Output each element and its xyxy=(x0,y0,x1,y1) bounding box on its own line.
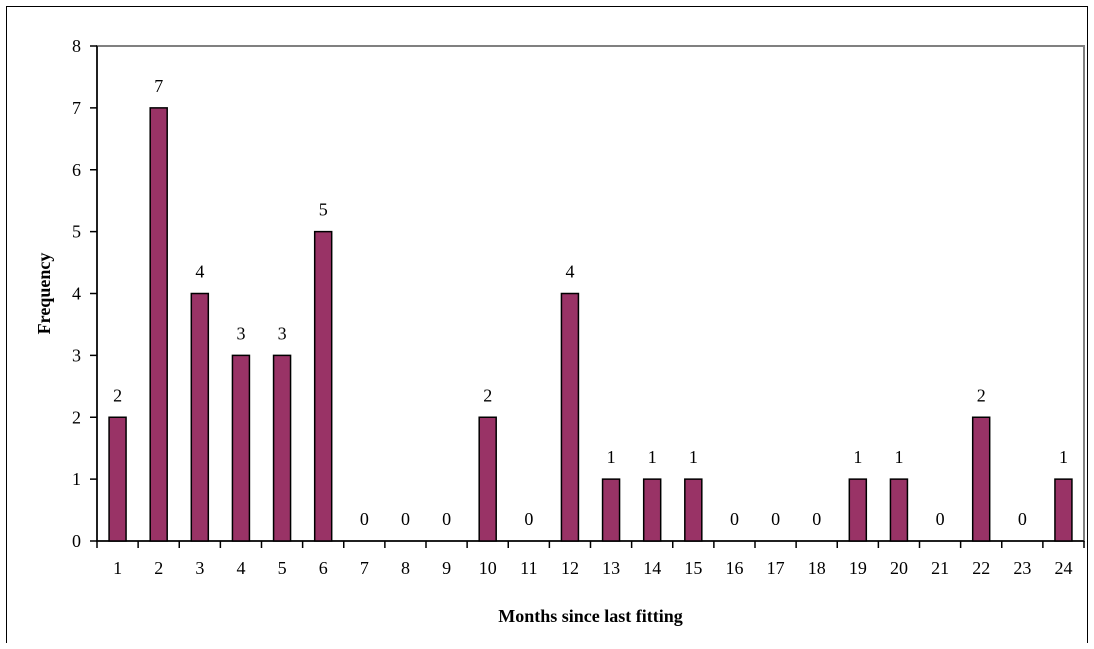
bar xyxy=(642,478,662,542)
data-label: 5 xyxy=(319,200,328,220)
x-tick-label: 8 xyxy=(401,558,410,578)
data-label: 2 xyxy=(977,385,986,405)
y-axis-title: Frequency xyxy=(34,253,54,335)
data-label: 0 xyxy=(812,509,821,529)
x-tick-label: 1 xyxy=(113,558,122,578)
x-tick-label: 21 xyxy=(931,558,949,578)
data-label: 0 xyxy=(442,509,451,529)
bar xyxy=(848,478,868,542)
x-tick-label: 12 xyxy=(561,558,579,578)
x-tick-label: 17 xyxy=(767,558,785,578)
bar xyxy=(149,107,168,542)
data-label: 1 xyxy=(607,447,616,467)
data-label: 1 xyxy=(1059,447,1068,467)
data-labels: 2 7 4 3 3 5 0 0 0 2 0 4 1 1 1 0 0 0 1 1 0 2 0 1 xyxy=(113,76,1068,529)
data-label: 4 xyxy=(565,262,574,282)
data-label: 2 xyxy=(483,385,492,405)
x-axis: 1 2 3 4 5 6 7 8 9 10 11 12 13 14 15 16 17 18 19 20 21 22 23 24 xyxy=(96,540,1085,578)
x-tick-label: 13 xyxy=(602,558,620,578)
data-label: 0 xyxy=(401,509,410,529)
x-tick-label: 10 xyxy=(479,558,497,578)
x-tick-label: 18 xyxy=(808,558,826,578)
data-label: 0 xyxy=(360,509,369,529)
x-tick-label: 22 xyxy=(972,558,990,578)
x-tick-label: 19 xyxy=(849,558,867,578)
y-tick-label: 2 xyxy=(72,407,81,427)
data-label: 0 xyxy=(936,509,945,529)
x-tick-label: 11 xyxy=(520,558,537,578)
x-tick-label: 7 xyxy=(360,558,369,578)
bar xyxy=(108,416,127,542)
data-label: 4 xyxy=(195,262,204,282)
x-tick-label: 16 xyxy=(725,558,743,578)
bar xyxy=(560,292,580,542)
y-tick-label: 1 xyxy=(72,469,81,489)
bar xyxy=(601,478,621,542)
bar xyxy=(231,354,251,542)
data-label: 0 xyxy=(771,509,780,529)
bar xyxy=(684,478,703,542)
data-label: 2 xyxy=(113,385,122,405)
bar xyxy=(313,230,333,542)
x-tick-label: 15 xyxy=(684,558,702,578)
x-tick-label: 6 xyxy=(319,558,328,578)
data-label: 1 xyxy=(894,447,903,467)
x-tick-label: 3 xyxy=(195,558,204,578)
bar xyxy=(272,354,292,542)
chart-frame xyxy=(6,6,1088,643)
data-label: 3 xyxy=(236,323,245,343)
bar xyxy=(889,478,909,542)
y-tick-label: 3 xyxy=(72,345,81,365)
x-tick-label: 23 xyxy=(1013,558,1031,578)
y-tick-label: 0 xyxy=(72,531,81,551)
x-tick-label: 2 xyxy=(154,558,163,578)
x-tick-label: 24 xyxy=(1054,558,1072,578)
data-label: 1 xyxy=(853,447,862,467)
x-tick-label: 14 xyxy=(643,558,661,578)
x-axis-title: Months since last fitting xyxy=(498,606,683,626)
x-tick-label: 20 xyxy=(890,558,908,578)
bar xyxy=(478,416,497,542)
data-label: 7 xyxy=(154,76,163,96)
x-tick-label: 4 xyxy=(236,558,245,578)
bar-series xyxy=(108,107,1073,542)
y-tick-label: 7 xyxy=(72,98,81,118)
y-axis: 0 1 2 3 4 5 6 7 8 xyxy=(72,36,98,551)
data-label: 3 xyxy=(278,323,287,343)
bar xyxy=(971,416,991,542)
y-tick-label: 5 xyxy=(72,222,81,242)
y-tick-label: 4 xyxy=(72,284,81,304)
x-tick-label: 5 xyxy=(278,558,287,578)
data-label: 1 xyxy=(648,447,657,467)
data-label: 0 xyxy=(730,509,739,529)
bar xyxy=(190,292,210,542)
y-tick-label: 6 xyxy=(72,160,81,180)
data-label: 1 xyxy=(689,447,698,467)
data-label: 0 xyxy=(524,509,533,529)
x-tick-label: 9 xyxy=(442,558,451,578)
data-label: 0 xyxy=(1018,509,1027,529)
y-tick-label: 8 xyxy=(72,36,81,56)
bar xyxy=(1054,478,1073,542)
